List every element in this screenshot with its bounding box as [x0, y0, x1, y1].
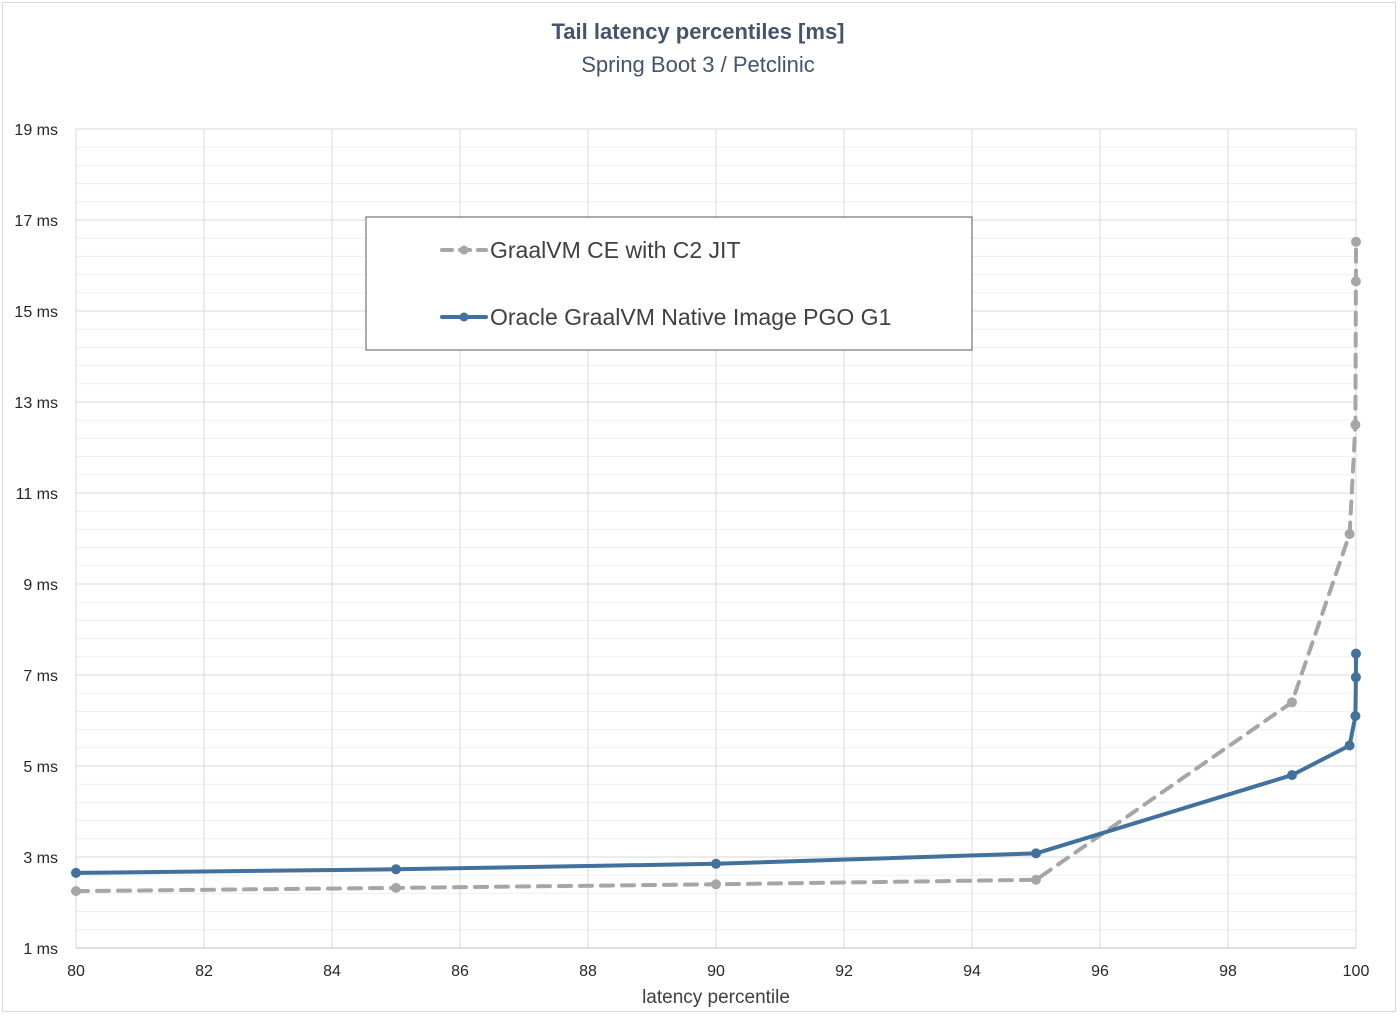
y-tick-label: 11 ms	[16, 486, 58, 503]
x-tick-label: 82	[195, 963, 213, 980]
data-point	[1351, 648, 1361, 659]
y-tick-label: 1 ms	[23, 941, 58, 958]
y-tick-label: 3 ms	[23, 850, 58, 867]
x-tick-label: 96	[1091, 963, 1109, 980]
series-1	[71, 236, 1361, 897]
x-tick-label: 80	[67, 963, 85, 980]
x-axis-title: latency percentile	[642, 987, 790, 1008]
legend-items: GraalVM CE with C2 JIT Oracle GraalVM Nat…	[440, 237, 891, 330]
legend-label: Oracle GraalVM Native Image PGO G1	[490, 304, 891, 330]
series-layer	[71, 236, 1361, 897]
data-point	[1344, 529, 1355, 539]
x-tick-label: 86	[451, 963, 469, 980]
data-point	[711, 879, 721, 890]
data-point	[1350, 672, 1361, 683]
chart-title: Tail latency percentiles [ms]	[551, 19, 844, 44]
x-tick-label: 90	[707, 963, 725, 980]
x-tick-label: 92	[835, 963, 853, 980]
axes: 1 ms 3 ms 5 ms 7 ms 9 ms 11 ms 13 ms 15 ms 17 ms…	[14, 122, 1369, 980]
data-point	[1350, 276, 1361, 287]
legend-box	[365, 216, 973, 351]
x-tick-label: 100	[1343, 963, 1370, 980]
legend-label: GraalVM CE with C2 JIT	[490, 237, 741, 263]
data-point	[1351, 236, 1361, 247]
chart-subtitle: Spring Boot 3 / Petclinic	[581, 52, 815, 77]
y-tick-label: 19 ms	[14, 122, 58, 139]
data-point	[711, 858, 721, 869]
series-2	[71, 648, 1361, 878]
legend-swatch-marker	[459, 245, 469, 255]
y-tick-label: 13 ms	[14, 395, 58, 412]
data-point	[391, 882, 401, 893]
data-point	[1287, 697, 1297, 708]
data-point	[1350, 419, 1361, 430]
data-point	[1287, 770, 1297, 781]
x-tick-label: 88	[579, 963, 597, 980]
data-point	[71, 886, 81, 897]
data-point	[1344, 740, 1355, 751]
legend: GraalVM CE with C2 JIT Oracle GraalVM Nat…	[365, 216, 973, 351]
legend-item: GraalVM CE with C2 JIT	[440, 237, 741, 263]
legend-item: Oracle GraalVM Native Image PGO G1	[440, 304, 891, 330]
y-tick-label: 7 ms	[23, 668, 58, 685]
data-point	[1031, 874, 1041, 885]
data-point	[391, 864, 401, 875]
data-point	[71, 867, 81, 878]
data-point	[1031, 848, 1041, 859]
y-tick-label: 17 ms	[14, 213, 58, 230]
y-tick-label: 15 ms	[14, 304, 58, 321]
x-tick-label: 98	[1219, 963, 1237, 980]
data-point	[1350, 711, 1361, 721]
y-tick-label: 9 ms	[23, 577, 58, 594]
x-tick-label: 94	[963, 963, 981, 980]
legend-swatch-marker	[459, 312, 469, 322]
x-tick-label: 84	[323, 963, 341, 980]
y-tick-label: 5 ms	[23, 759, 58, 776]
